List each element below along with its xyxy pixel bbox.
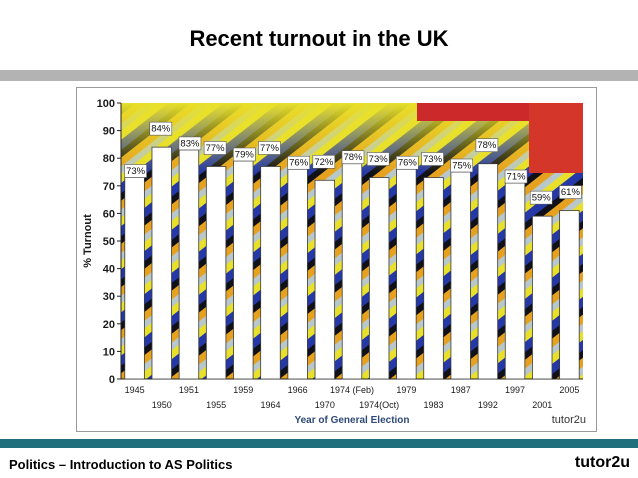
x-tick-label: 2001 — [532, 400, 552, 410]
data-label-box — [203, 141, 227, 155]
x-tick-label: 1974(Oct) — [359, 400, 399, 410]
data-label: 59% — [532, 193, 552, 204]
bar — [233, 160, 254, 380]
data-label: 73% — [126, 166, 146, 177]
data-label: 77% — [206, 143, 226, 154]
data-label-box — [475, 138, 499, 153]
x-tick-label: 1964 — [260, 400, 280, 410]
data-label-box — [396, 155, 419, 170]
y-tick-label: 50 — [103, 236, 115, 248]
data-label: 72% — [314, 157, 334, 168]
x-axis: 1945 1950 1951 1955 1959 1964 1966 1970 1974 (Fe… — [125, 385, 580, 410]
y-tick-label: 90 — [103, 126, 115, 138]
data-label-box — [149, 121, 173, 136]
bar — [287, 168, 308, 380]
bar — [124, 177, 145, 380]
chart-frame: 0 10 20 30 40 50 60 70 80 90 100 73% 84% 83% 77% 79% 77… — [76, 87, 597, 432]
chart-background-red-right — [529, 103, 583, 173]
x-tick-label: 1955 — [206, 400, 226, 410]
data-label-box — [450, 158, 474, 173]
data-label-box — [559, 185, 582, 199]
y-tick-label: 10 — [103, 346, 115, 358]
data-label: 83% — [180, 138, 200, 149]
x-tick-label: 1945 — [125, 385, 145, 395]
top-divider — [0, 70, 638, 81]
y-tick-label: 20 — [103, 319, 115, 331]
bar — [205, 166, 227, 380]
bar — [314, 179, 336, 380]
x-tick-label: 2005 — [559, 385, 579, 395]
x-tick-label: 1974 (Feb) — [330, 385, 374, 395]
data-label-box — [287, 155, 310, 170]
data-label: 79% — [235, 149, 255, 160]
data-label-box — [312, 154, 336, 169]
bar — [450, 171, 471, 380]
data-label-box — [232, 147, 256, 162]
x-tick-label: 1997 — [505, 385, 525, 395]
data-label-box — [421, 152, 444, 166]
y-tick-label: 70 — [103, 181, 115, 193]
bar — [396, 168, 417, 380]
data-label: 73% — [423, 154, 443, 165]
bar — [260, 166, 281, 380]
data-label-box — [178, 136, 202, 151]
y-tick-label: 40 — [103, 264, 115, 276]
x-tick-label: 1966 — [288, 385, 308, 395]
data-label: 77% — [260, 143, 280, 154]
slide-title: Recent turnout in the UK — [189, 26, 449, 51]
data-label-box — [124, 164, 147, 178]
x-tick-label: 1979 — [396, 385, 416, 395]
x-tick-label: 1950 — [152, 400, 172, 410]
data-label-box — [258, 141, 281, 155]
bar — [504, 182, 526, 380]
data-label: 78% — [343, 152, 363, 163]
bar — [559, 210, 580, 380]
y-tick-label: 100 — [97, 98, 115, 110]
y-tick-label: 30 — [103, 291, 115, 303]
y-axis-label: % Turnout — [82, 214, 94, 268]
data-label-box — [341, 150, 365, 165]
y-tick-label: 0 — [109, 374, 115, 386]
turnout-bar-chart: 0 10 20 30 40 50 60 70 80 90 100 73% 84% 83% 77% 79% 77… — [82, 98, 586, 426]
data-label-box — [529, 190, 553, 205]
chart-watermark: tutor2u — [552, 414, 586, 426]
x-tick-label: 1951 — [179, 385, 199, 395]
data-label: 76% — [398, 158, 418, 169]
y-tick-label: 80 — [103, 153, 115, 165]
x-axis-label: Year of General Election — [294, 415, 409, 426]
footer-brand: tutor2u — [574, 454, 630, 471]
data-label: 61% — [561, 187, 581, 198]
bar — [151, 146, 172, 380]
data-label: 73% — [369, 154, 389, 165]
x-tick-label: 1970 — [315, 400, 335, 410]
data-labels-group: 73% 84% 83% 77% 79% 77% 76% 72% 78% 73% 76% 73% 75% 7… — [124, 121, 582, 205]
bar — [178, 149, 200, 380]
x-tick-label: 1959 — [233, 385, 253, 395]
footer-course-title: Politics – Introduction to AS Politics — [9, 457, 233, 472]
bar — [532, 215, 553, 380]
bar — [477, 163, 499, 380]
data-label: 75% — [452, 161, 472, 172]
data-label-box — [504, 169, 528, 184]
bar — [423, 177, 444, 380]
data-label: 84% — [151, 124, 171, 135]
x-tick-label: 1987 — [451, 385, 471, 395]
bar — [341, 163, 363, 380]
data-label: 71% — [507, 172, 527, 183]
data-label: 78% — [477, 140, 497, 151]
bar — [368, 177, 390, 380]
x-tick-label: 1983 — [424, 400, 444, 410]
data-label: 76% — [289, 158, 309, 169]
bars-group — [124, 146, 580, 380]
y-tick-label: 60 — [103, 208, 115, 220]
data-label-box — [366, 152, 390, 166]
bottom-divider — [0, 439, 638, 448]
x-tick-label: 1992 — [478, 400, 498, 410]
